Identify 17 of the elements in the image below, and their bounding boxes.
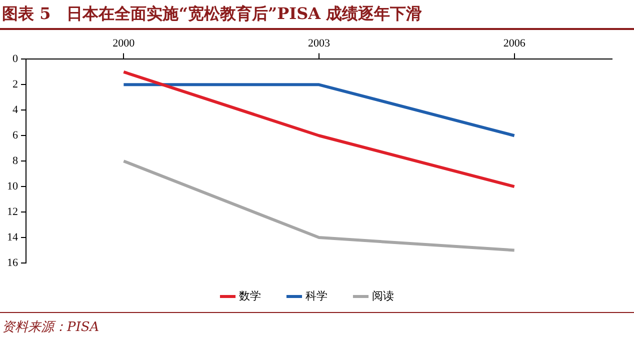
legend-label: 数学	[238, 289, 261, 302]
x-tick-label: 2006	[503, 37, 526, 50]
legend-label: 阅读	[372, 289, 394, 302]
y-tick-label: 4	[12, 104, 18, 116]
y-tick-label: 2	[12, 78, 18, 91]
legend-label: 科学	[305, 289, 328, 302]
y-tick-label: 14	[7, 231, 18, 244]
y-tick-label: 6	[12, 130, 18, 142]
y-tick-label: 8	[12, 154, 18, 167]
y-tick-label: 12	[7, 206, 18, 218]
x-tick-label: 2000	[112, 37, 136, 50]
y-tick-label: 0	[12, 53, 18, 66]
x-tick-label: 2003	[308, 37, 330, 50]
text: 资料来源：PISA	[0, 312, 634, 342]
chart-title: 图表 5 日本在全面实施“宽松教育后”PISA 成绩逐年下滑	[0, 0, 634, 30]
y-tick-label: 10	[7, 180, 18, 192]
y-tick-label: 16	[7, 256, 18, 269]
